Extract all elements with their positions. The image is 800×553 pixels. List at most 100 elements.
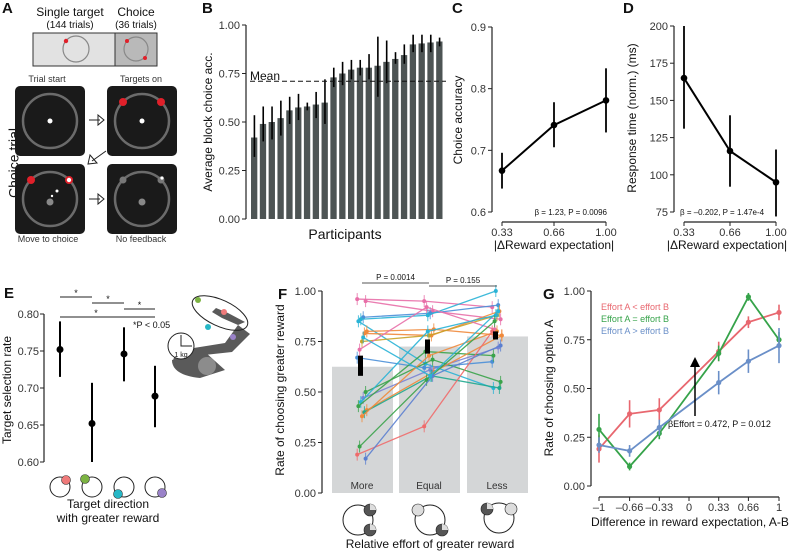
g-data-point: [596, 442, 602, 448]
target-color-dot-icon: [113, 489, 123, 499]
f-participant-point: [498, 317, 503, 322]
b-bar: [356, 67, 364, 220]
f-participant-point: [422, 365, 427, 370]
b-bar: [321, 102, 328, 219]
g-data-point: [745, 294, 752, 300]
b-bar: [251, 137, 258, 219]
d-y-axis-title: Response time (norm.) (ms): [625, 43, 639, 192]
b-bar: [268, 122, 275, 219]
g-series-line: [598, 311, 780, 450]
b-bar: [400, 55, 408, 219]
target-dot-icon: [27, 176, 35, 184]
effort-target-icon: [504, 502, 518, 516]
target-color-dot-icon: [195, 297, 201, 303]
target-dot-icon: [143, 56, 147, 60]
panel-letter-b: B: [202, 0, 213, 17]
single-target-label: Single target: [36, 5, 104, 19]
f-y-tick-label: 1.00: [295, 286, 316, 298]
f-participant-point: [422, 299, 427, 304]
e-y-tick-label: 0.70: [18, 383, 39, 395]
g-x-tick-label: 0.66: [738, 502, 759, 514]
step-label: Move to choice: [18, 234, 79, 244]
cursor-icon: [160, 176, 164, 180]
f-participant-point: [497, 385, 502, 390]
d-y-tick-label: 175: [650, 58, 668, 70]
g-data-point: [745, 358, 752, 364]
b-y-tick-label: 0.25: [219, 166, 240, 178]
b-bar: [339, 73, 346, 219]
c-data-point: [498, 167, 506, 174]
g-x-tick-label: –0.66: [616, 502, 644, 514]
weight-label: 1 kg: [174, 352, 187, 359]
d-x-axis-title: |ΔReward expectation|: [667, 238, 787, 252]
f-participant-point: [360, 414, 364, 419]
single-target-trials: (144 trials): [46, 20, 93, 31]
f-category-label: Equal: [416, 481, 442, 492]
e-x-axis-title-line2: with greater reward: [56, 511, 160, 525]
g-series-line: [598, 295, 780, 468]
c-stats-annotation: β = 1.23, P = 0.0096: [534, 208, 607, 217]
g-data-point: [776, 343, 782, 349]
d-data-point: [772, 178, 780, 186]
g-data-point: [627, 448, 633, 454]
g-x-axis-title: Difference in reward expectation, A-B: [591, 515, 789, 529]
d-y-tick-label: 200: [650, 21, 668, 33]
f-participant-point: [363, 390, 368, 394]
f-mean-error-bar: [493, 331, 498, 340]
f-participant-point: [499, 333, 504, 338]
f-participant-point: [428, 373, 433, 378]
head-illustration: [198, 357, 216, 375]
f-participant-point: [493, 289, 498, 293]
f-participant-point: [425, 329, 430, 334]
f-comparison-label: P = 0.155: [446, 276, 481, 285]
f-bar: [467, 336, 528, 493]
f-category-label: More: [351, 481, 374, 492]
d-data-point: [680, 74, 688, 82]
start-dot-icon: [47, 118, 53, 124]
b-y-tick-label: 0.50: [219, 117, 240, 129]
c-data-point: [602, 97, 610, 104]
target-color-dot-icon: [205, 324, 211, 330]
g-x-tick-label: 0: [686, 502, 692, 514]
target-color-dot-icon: [157, 488, 167, 498]
f-participant-point: [357, 347, 362, 352]
panel-letter-g: G: [543, 286, 555, 303]
arrow-right-icon: [89, 113, 105, 127]
g-series-line: [598, 344, 780, 452]
target-direction-icon: [144, 476, 166, 498]
f-y-tick-label: 0.50: [295, 387, 316, 399]
g-stats-annotation: βEffort = 0.472, P = 0.012: [668, 419, 771, 429]
f-y-tick-label: 0.00: [295, 488, 316, 500]
b-y-tick-label: 0.00: [219, 214, 240, 226]
panel-letter-a: A: [2, 0, 13, 17]
f-participant-point: [425, 313, 430, 318]
f-y-axis-title: Rate of choosing greater reward: [273, 304, 287, 475]
f-participant-point: [355, 297, 360, 302]
b-bar: [286, 110, 293, 219]
e-x-axis-title-line1: Target direction: [67, 497, 149, 511]
target-dot-icon: [119, 98, 127, 106]
g-legend-entry: Effort A < effort B: [601, 302, 669, 312]
b-bar: [409, 44, 417, 220]
f-y-tick-label: 0.25: [295, 438, 316, 450]
target-dot-icon: [63, 38, 69, 44]
e-data-point: [56, 346, 64, 354]
f-participant-point: [424, 305, 429, 310]
choice-label: Choice: [117, 5, 155, 19]
start-dot-icon: [46, 198, 54, 206]
target-direction-icon: [49, 476, 71, 498]
f-y-tick-label: 0.75: [295, 337, 316, 349]
target-color-dot-icon: [61, 475, 71, 485]
e-y-tick-label: 0.80: [18, 309, 39, 321]
f-participant-point: [430, 357, 435, 362]
e-data-point: [151, 392, 159, 400]
c-y-tick-label: 0.6: [471, 207, 486, 219]
b-bar: [303, 106, 311, 219]
f-participant-point: [424, 377, 429, 382]
target-color-dot-icon: [230, 334, 236, 340]
start-dot-icon: [139, 118, 145, 124]
d-x-tick-label: 0.66: [719, 227, 740, 239]
b-y-axis-title: Average block choice acc.: [201, 52, 215, 191]
arrow-right-icon: [89, 192, 105, 206]
f-bar: [332, 366, 393, 493]
